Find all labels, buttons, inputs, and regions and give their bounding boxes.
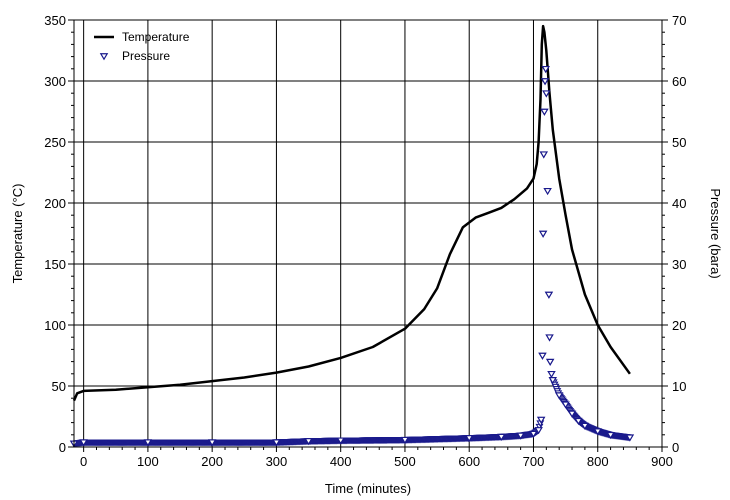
y2-tick-label: 70 <box>672 13 686 28</box>
data-point <box>538 352 547 360</box>
data-point <box>464 435 474 443</box>
y-tick-label: 350 <box>44 13 66 28</box>
series-layer <box>69 24 635 448</box>
y2-tick-label: 40 <box>672 196 686 211</box>
data-point <box>567 410 577 418</box>
y-tick-label: 50 <box>52 379 66 394</box>
x-tick-label: 500 <box>394 454 416 469</box>
data-point <box>207 439 217 447</box>
y-tick-label: 300 <box>44 74 66 89</box>
x-tick-label: 400 <box>330 454 352 469</box>
y-tick-label: 100 <box>44 318 66 333</box>
data-point <box>547 370 556 379</box>
series-markers-pressure <box>69 65 635 448</box>
data-point <box>593 428 602 436</box>
x-axis-title: Time (minutes) <box>325 481 411 496</box>
y2-tick-label: 10 <box>672 379 686 394</box>
y-tick-label: 200 <box>44 196 66 211</box>
y2-tick-label: 60 <box>672 74 686 89</box>
plot-frame <box>73 19 663 448</box>
data-point <box>143 439 153 447</box>
data-point <box>606 431 615 440</box>
y-tick-label: 0 <box>59 440 66 455</box>
y2-tick-label: 30 <box>672 257 686 272</box>
x-tick-label: 800 <box>587 454 609 469</box>
x-tick-label: 100 <box>137 454 159 469</box>
y2-tick-label: 0 <box>672 440 679 455</box>
data-point <box>545 334 554 342</box>
data-point <box>497 433 506 442</box>
y2-axis-title: Pressure (bara) <box>708 188 723 278</box>
ticks: 0 100 200 300 400 500 600 700 800 900050100150200… <box>44 13 686 469</box>
y-axis-title: Temperature (°C) <box>10 184 25 284</box>
data-point <box>272 439 281 447</box>
legend: Temperature Pressure <box>94 30 190 63</box>
data-point <box>79 439 88 447</box>
data-point <box>580 422 590 431</box>
data-point <box>539 151 549 159</box>
y2-tick-label: 20 <box>672 318 686 333</box>
data-point <box>544 291 554 299</box>
data-point <box>516 432 525 440</box>
y-tick-label: 150 <box>44 257 66 272</box>
data-point <box>561 401 570 409</box>
data-point <box>540 108 549 116</box>
data-point <box>536 416 546 424</box>
data-point <box>543 187 552 196</box>
data-point <box>574 417 583 426</box>
series-line-temperature <box>72 24 631 402</box>
data-point <box>538 230 548 238</box>
data-point <box>534 427 543 435</box>
data-point <box>554 392 564 400</box>
data-point <box>541 65 550 74</box>
x-tick-label: 700 <box>523 454 545 469</box>
legend-label-pressure: Pressure <box>122 49 170 63</box>
y2-tick-label: 50 <box>672 135 686 150</box>
data-point <box>548 377 558 385</box>
x-tick-label: 600 <box>458 454 480 469</box>
data-point <box>542 90 551 98</box>
x-tick-label: 300 <box>266 454 288 469</box>
data-point <box>540 78 550 86</box>
legend-swatch-pressure <box>99 53 109 61</box>
x-tick-label: 0 <box>80 454 87 469</box>
data-point <box>545 358 555 366</box>
data-point <box>304 438 313 446</box>
data-point <box>400 436 410 445</box>
x-tick-label: 900 <box>651 454 673 469</box>
data-point <box>529 430 538 438</box>
data-point <box>625 434 635 442</box>
x-tick-label: 200 <box>201 454 223 469</box>
y-tick-label: 250 <box>44 135 66 150</box>
data-point <box>336 437 345 445</box>
legend-label-temperature: Temperature <box>122 30 190 44</box>
